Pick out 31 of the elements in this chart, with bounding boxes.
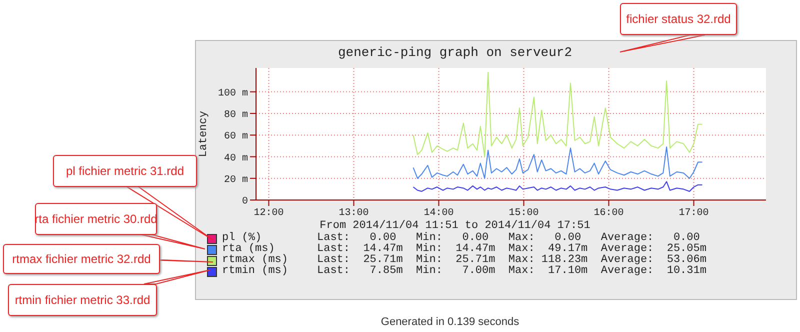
text: Last: 14.47m Min: 14.47m Max: 49.17m Average: 25.05m [317,243,706,255]
text: Last: 7.85m Min: 7.00m Max: 17.10m Average: 10.31m [317,265,706,277]
legend-label: rtmin (ms) [222,265,290,277]
text: Last: 0.00 Min: 0.00 Max: 0.00 Average: 0.00 [317,232,700,244]
text: pl fichier metric 31.rdd [53,155,197,187]
line-series [412,72,703,158]
y-tick-label: 80 m [224,110,248,121]
line-series [412,146,703,179]
text: Last: 25.71m Min: 25.71m Max: 118.23m Average: 53.06m [317,254,706,266]
legend-label: rtmax (ms) [222,254,290,266]
chart-title: generic-ping graph on serveur2 [336,45,574,60]
text: rtmin fichier metric 33.rdd [8,284,157,316]
y-tick-label: 60 m [224,132,248,143]
y-axis-title: Latency [198,110,210,158]
legend-label: rta (ms) [222,243,275,255]
y-tick-label: 100 m [218,88,248,100]
line-series [412,181,703,192]
text: Generated in 0.139 seconds [380,316,520,328]
x-tick-label: 17:00 [678,208,709,220]
y-tick-label: 20 m [224,174,248,186]
text: rtmax fichier metric 32.rdd [3,244,160,274]
y-tick-label: 40 m [224,153,248,164]
text: fichier status 32.rdd [620,3,737,35]
legend-label: pl (%) [222,232,262,244]
x-tick-label: 16:00 [594,208,624,220]
text: From 2014/11/04 11:51 to 2014/11/04 17:51 [318,220,592,232]
x-tick-label: 15:00 [508,208,539,220]
x-tick-label: 14:00 [424,208,454,220]
x-tick-label: 12:00 [254,208,284,220]
x-tick-label: 13:00 [338,208,369,220]
y-tick-label: 0 [242,196,248,208]
